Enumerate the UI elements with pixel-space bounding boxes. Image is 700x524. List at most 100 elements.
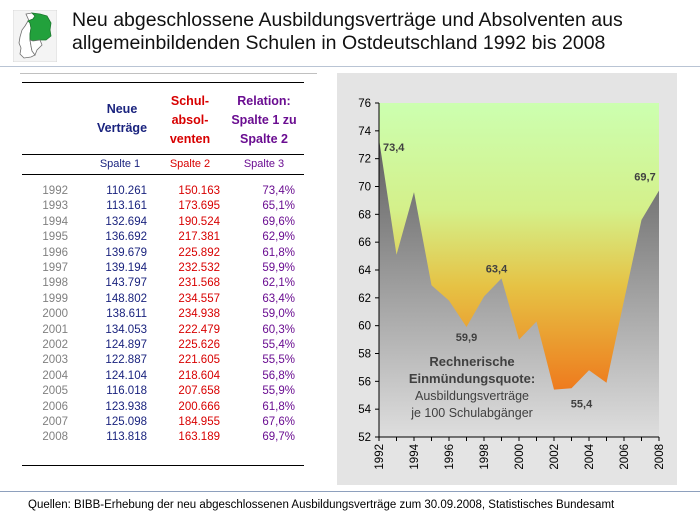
- cell-relation: 73,4%: [262, 185, 295, 197]
- cell-year: 1998: [42, 277, 68, 290]
- subheader-column-2: Spalte 2: [169, 158, 211, 170]
- x-tick-label: 2000: [514, 444, 526, 470]
- cell-new-contracts: 132.694: [105, 215, 147, 228]
- data-label-1992: 73,4: [383, 142, 405, 154]
- cell-new-contracts: 148.802: [105, 292, 147, 305]
- table-row: 1996 139.679 225.892 61,8%: [0, 247, 310, 262]
- table-bottom-rule: [22, 465, 304, 466]
- page-title: Neu abgeschlossene Ausbildungsverträge u…: [72, 9, 672, 55]
- cell-graduates: 173.695: [178, 200, 220, 213]
- cell-graduates: 225.892: [178, 246, 220, 259]
- cell-graduates: 234.557: [178, 292, 220, 305]
- table-row: 1995 136.692 217.381 62,9%: [0, 231, 310, 246]
- cell-graduates: 218.604: [178, 369, 220, 382]
- cell-graduates: 207.658: [178, 385, 220, 398]
- cell-year: 2008: [42, 431, 68, 444]
- cell-graduates: 217.381: [178, 231, 220, 244]
- y-tick-label: 68: [358, 209, 371, 221]
- table-row: 1999 148.802 234.557 63,4%: [0, 293, 310, 308]
- table-row: 2001 134.053 222.479 60,3%: [0, 324, 310, 339]
- cell-year: 2002: [42, 339, 68, 351]
- cell-relation: 61,8%: [262, 246, 295, 259]
- cell-new-contracts: 110.261: [106, 185, 147, 197]
- table-top-rule: [22, 82, 304, 83]
- cell-graduates: 190.524: [178, 215, 220, 228]
- cell-graduates: 200.666: [178, 400, 220, 413]
- cell-new-contracts: 125.098: [105, 416, 147, 428]
- cell-relation: 69,7%: [262, 431, 295, 444]
- cell-relation: 56,8%: [262, 369, 295, 382]
- cell-year: 2006: [42, 400, 68, 413]
- cell-new-contracts: 139.679: [105, 246, 147, 259]
- annotation-title: Einmündungsquote:: [409, 371, 535, 386]
- data-table-panel: [20, 73, 317, 469]
- cell-relation: 63,4%: [262, 292, 295, 305]
- table-row: 1997 139.194 232.532 59,9%: [0, 262, 310, 277]
- cell-relation: 62,9%: [262, 231, 295, 244]
- cell-year: 2003: [42, 354, 68, 367]
- y-tick-label: 64: [358, 265, 371, 277]
- y-tick-label: 62: [358, 293, 371, 305]
- source-note: Quellen: BIBB-Erhebung der neu abgeschlo…: [28, 499, 615, 511]
- y-tick-label: 52: [358, 432, 371, 444]
- y-tick-label: 76: [358, 98, 371, 110]
- data-label-1997: 59,9: [456, 332, 477, 344]
- cell-year: 1996: [42, 246, 68, 259]
- cell-new-contracts: 136.692: [105, 231, 147, 244]
- header-graduates: Schul- absol- venten: [169, 94, 211, 146]
- x-tick-label: 1994: [409, 443, 421, 469]
- cell-new-contracts: 138.611: [106, 308, 147, 321]
- table-row: 1993 113.161 173.695 65,1%: [0, 200, 310, 215]
- data-label-2008: 69,7: [634, 172, 655, 184]
- title-line-1: Neu abgeschlossene Ausbildungsverträge u…: [72, 9, 623, 31]
- cell-new-contracts: 139.194: [105, 262, 147, 274]
- cell-year: 1992: [42, 185, 68, 197]
- cell-relation: 55,4%: [262, 339, 295, 351]
- table-row: 2004 124.104 218.604 56,8%: [0, 370, 310, 385]
- x-tick-label: 1998: [479, 444, 491, 470]
- cell-new-contracts: 124.897: [105, 339, 147, 351]
- cell-graduates: 234.938: [178, 308, 220, 321]
- cell-new-contracts: 124.104: [105, 369, 147, 382]
- cell-new-contracts: 122.887: [105, 354, 147, 367]
- table-row: 2002 124.897 225.626 55,4%: [0, 339, 310, 354]
- y-tick-label: 66: [358, 237, 371, 249]
- data-label-1999: 63,4: [486, 263, 508, 275]
- table-row: 2000 138.611 234.938 59,0%: [0, 308, 310, 323]
- header-rule: [22, 154, 304, 155]
- subheader-rule: [22, 174, 304, 175]
- cell-relation: 55,5%: [262, 354, 295, 367]
- cell-new-contracts: 143.797: [105, 277, 147, 290]
- title-divider: [0, 66, 700, 67]
- cell-year: 2004: [42, 369, 68, 382]
- cell-new-contracts: 134.053: [105, 323, 147, 336]
- table-row: 2005 116.018 207.658 55,9%: [0, 385, 310, 400]
- y-tick-label: 72: [358, 154, 371, 166]
- cell-new-contracts: 116.018: [106, 385, 147, 398]
- cell-new-contracts: 123.938: [105, 400, 147, 413]
- x-tick-label: 2006: [619, 444, 631, 470]
- annotation-text: Ausbildungsverträge: [415, 389, 529, 403]
- annotation-text: je 100 Schulabgänger: [410, 406, 533, 420]
- cell-graduates: 232.532: [178, 262, 220, 274]
- y-tick-label: 56: [358, 376, 371, 388]
- table-row: 1994 132.694 190.524 69,6%: [0, 216, 310, 231]
- table-row: 1992 110.261 150.163 73,4%: [0, 185, 310, 200]
- cell-relation: 62,1%: [262, 277, 295, 290]
- cell-year: 1993: [42, 200, 68, 213]
- cell-relation: 61,8%: [262, 400, 295, 413]
- cell-relation: 55,9%: [262, 385, 295, 398]
- cell-graduates: 163.189: [178, 431, 220, 444]
- cell-graduates: 184.955: [178, 416, 220, 428]
- cell-relation: 59,0%: [262, 308, 295, 321]
- cell-new-contracts: 113.161: [106, 200, 147, 213]
- cell-relation: 65,1%: [262, 200, 295, 213]
- x-tick-label: 1992: [374, 444, 386, 470]
- cell-graduates: 231.568: [178, 277, 220, 290]
- cell-relation: 69,6%: [262, 215, 295, 228]
- x-tick-label: 2008: [654, 444, 666, 470]
- table-row: 2003 122.887 221.605 55,5%: [0, 354, 310, 369]
- cell-year: 1999: [42, 292, 68, 305]
- table-row: 2007 125.098 184.955 67,6%: [0, 416, 310, 431]
- title-line-2: allgemeinbildenden Schulen in Ostdeutsch…: [72, 32, 606, 54]
